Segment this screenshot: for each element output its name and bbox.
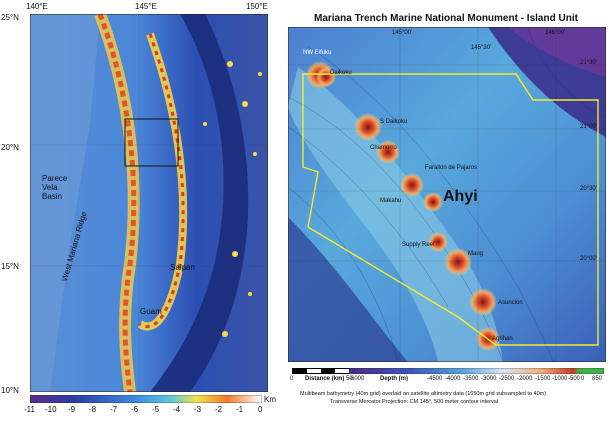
depth-tick: -3500 <box>463 376 479 382</box>
depth-colorbar <box>349 368 604 374</box>
volcano-farallon <box>400 173 424 197</box>
label-daikoku: Daikoku <box>330 70 352 76</box>
cb-tick: -1 <box>236 405 244 414</box>
label-maug: Maug <box>468 251 484 257</box>
left-bathymetry-map <box>30 14 268 392</box>
depth-tick: -2500 <box>499 376 515 382</box>
lon-tick-150: 150°E <box>246 2 268 11</box>
lat-tick-10: 10°N <box>1 386 19 395</box>
r-lat-tick-20-00: 20°00' <box>580 256 597 262</box>
volcano-asuncion <box>469 288 497 316</box>
volcano-maug <box>444 248 472 276</box>
label-farallon: Farallon de Pajaros <box>425 165 478 171</box>
cb-tick: -9 <box>68 405 76 414</box>
cb-tick: -5 <box>152 405 160 414</box>
lat-tick-25: 25°N <box>1 13 19 22</box>
depth-tick: 0 <box>581 376 585 382</box>
volcano-daikoku <box>316 67 336 87</box>
right-bathymetry-map <box>288 27 606 362</box>
depth-tick: -3000 <box>481 376 497 382</box>
depth-tick: -4500 <box>427 376 443 382</box>
volcano-chamorro <box>376 140 400 164</box>
scale-tick-0: 0 <box>290 376 294 382</box>
scale-bar <box>292 368 350 374</box>
volcano-ahyi <box>423 192 443 212</box>
cb-tick: -3 <box>194 405 202 414</box>
r-lat-tick-20-30: 20°30' <box>580 186 597 192</box>
caption-line-1: Multibeam bathymetry (40m grid) overlaid… <box>300 391 547 397</box>
cb-tick: -7 <box>110 405 118 414</box>
volcano-supply-reef <box>428 232 448 252</box>
lon-tick-145: 145°E <box>135 2 157 11</box>
lat-tick-15: 15°N <box>1 262 19 271</box>
label-supply-reef: Supply Reef <box>402 242 435 248</box>
depth-label: Depth (m) <box>380 376 408 382</box>
label-makahu: Makahu <box>380 198 402 204</box>
depth-tick: 850 <box>592 376 603 382</box>
r-lon-tick-146-00: 146°00' <box>545 30 566 36</box>
basin-label: Parece Vela Basin <box>42 174 68 201</box>
label-ahyi: Ahyi <box>443 188 478 205</box>
r-lon-tick-145-00: 145°00' <box>392 30 413 36</box>
scale-tick-50: 50 <box>346 376 353 382</box>
depth-ticks: -6000 -4500 -4000 -3500 -3000 -2500 -200… <box>349 376 604 384</box>
right-map-title: Mariana Trench Marine National Monument … <box>314 13 578 24</box>
cb-tick: -8 <box>89 405 97 414</box>
r-lat-tick-21-00: 21°00' <box>580 124 597 130</box>
caption-line-2: Transverse Mercator Projection: CM 145°,… <box>330 399 498 405</box>
left-colorbar-unit: Km <box>264 395 276 404</box>
lat-tick-20: 20°N <box>1 143 19 152</box>
cb-tick: -6 <box>131 405 139 414</box>
label-chamorro: Chamorro <box>370 145 397 151</box>
label-agrihan: Agrihan <box>492 336 513 342</box>
depth-tick: -4000 <box>445 376 461 382</box>
label-s-daikoku: S Daikoku <box>380 119 408 125</box>
depth-tick: -2000 <box>517 376 533 382</box>
volcano-s-daikoku <box>354 113 382 141</box>
r-lat-tick-21-30: 21°30' <box>580 60 597 66</box>
label-asuncion: Asuncion <box>498 300 523 306</box>
left-colorbar <box>30 395 262 403</box>
cb-tick: -2 <box>215 405 223 414</box>
lon-tick-140: 140°E <box>26 2 48 11</box>
cb-tick: 0 <box>258 405 263 414</box>
cb-tick: -4 <box>173 405 181 414</box>
cb-tick: -10 <box>45 405 57 414</box>
r-lon-tick-145-30: 145°30' <box>471 45 492 51</box>
scale-label: Distance (km) <box>305 376 345 382</box>
label-nw-eifuku: NW Eifuku <box>303 50 332 56</box>
depth-tick: -6000 <box>349 376 365 382</box>
depth-tick: -1500 <box>535 376 551 382</box>
monument-boundary <box>302 73 599 346</box>
cb-tick: -11 <box>24 405 35 414</box>
guam-label: Guam <box>140 307 162 316</box>
left-colorbar-ticks: -11 -10 -9 -8 -7 -6 -5 -4 -3 -2 -1 0 <box>24 405 263 415</box>
depth-tick: -1000 <box>552 376 568 382</box>
depth-tick: -500 <box>568 376 581 382</box>
saipan-label: Saipan <box>170 263 195 272</box>
